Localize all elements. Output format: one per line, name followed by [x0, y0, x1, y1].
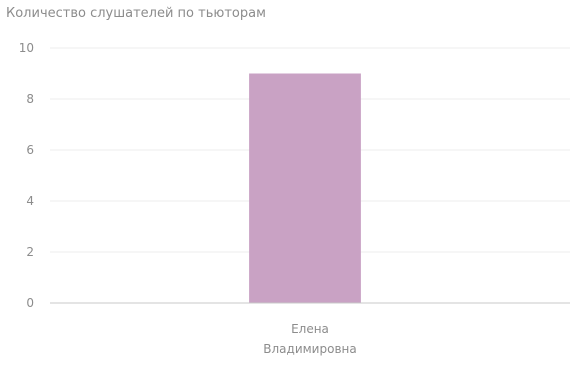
y-tick-label-8: 8 [26, 92, 34, 106]
y-tick-label-4: 4 [26, 194, 34, 208]
y-tick-label-2: 2 [26, 245, 34, 259]
chart-title: Количество слушателей по тьюторам [6, 6, 266, 21]
y-tick-label-6: 6 [26, 143, 34, 157]
y-tick-label-0: 0 [26, 296, 34, 310]
y-axis-ticks: 0 2 4 6 8 10 [19, 41, 34, 310]
x-category-label-0-line-0: Елена [291, 322, 329, 336]
y-tick-label-10: 10 [19, 41, 34, 55]
bars [249, 73, 361, 304]
x-category-label-0-line-1: Владимировна [263, 342, 356, 356]
bar-0[interactable] [249, 73, 361, 304]
x-axis-labels: Елена Владимировна [263, 322, 356, 356]
